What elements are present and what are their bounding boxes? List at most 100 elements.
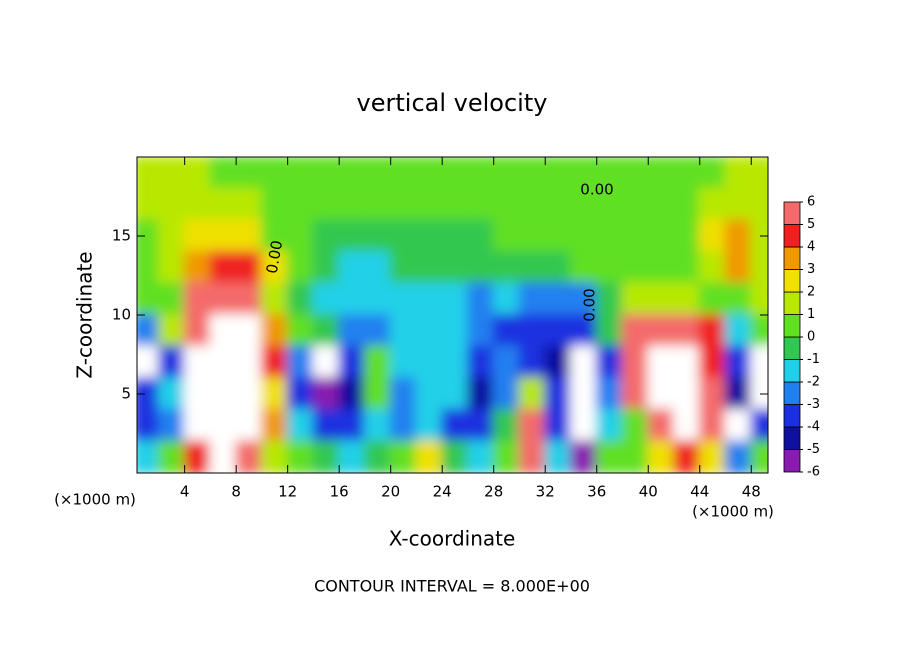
contour-label: 0.00	[581, 288, 599, 321]
field-cell	[698, 219, 727, 253]
field-cell	[466, 219, 495, 253]
field-cell	[260, 282, 289, 316]
field-cell	[492, 219, 521, 253]
field-cell	[492, 157, 521, 190]
field-cell	[544, 187, 572, 222]
field-cell	[363, 250, 392, 285]
field-cell	[286, 345, 315, 380]
field-cell	[363, 408, 392, 443]
colorbar-label: -5	[807, 442, 820, 457]
field-cell	[518, 282, 547, 316]
field-cell	[235, 157, 263, 190]
field-cell	[544, 282, 572, 316]
field-cell	[441, 157, 469, 190]
field-cell	[647, 314, 675, 348]
field-cell	[209, 219, 238, 253]
field-cell	[286, 282, 315, 316]
field-cell	[312, 408, 341, 443]
field-cell	[724, 314, 753, 348]
field-cell	[260, 250, 289, 285]
field-cell	[672, 187, 701, 222]
field-cell	[518, 314, 547, 348]
colorbar-box	[783, 426, 801, 450]
field-cell	[312, 187, 341, 222]
field-cell	[647, 157, 675, 190]
field-cell	[544, 250, 572, 285]
field-cell	[137, 157, 160, 190]
field-cell	[544, 408, 572, 443]
field-cell	[286, 219, 315, 253]
y-tick-label: 5	[121, 385, 131, 403]
field-cell	[209, 408, 238, 443]
field-cell	[286, 377, 315, 411]
field-cell	[312, 440, 341, 473]
colorbar-label: 0	[807, 330, 815, 345]
field-cell	[492, 345, 521, 380]
field-cell	[389, 219, 418, 253]
field-cell	[724, 187, 753, 222]
field-cell	[569, 250, 598, 285]
field-cell	[750, 187, 768, 222]
field-cell	[492, 408, 521, 443]
field-cell	[209, 377, 238, 411]
field-cell	[518, 187, 547, 222]
field-cell	[415, 219, 444, 253]
field-cell	[672, 314, 701, 348]
field-cell	[544, 440, 572, 473]
field-cell	[750, 440, 768, 473]
x-tick-label: 8	[231, 483, 241, 501]
field-cell	[544, 377, 572, 411]
field-cell	[698, 408, 727, 443]
field-cell	[621, 250, 650, 285]
field-cell	[518, 157, 547, 190]
field-cell	[750, 219, 768, 253]
field-cell	[544, 345, 572, 380]
field-cell	[595, 408, 624, 443]
field-cell	[415, 282, 444, 316]
field-cell	[363, 377, 392, 411]
field-cell	[621, 314, 650, 348]
field-cell	[518, 377, 547, 411]
field-cell	[569, 187, 598, 222]
field-cell	[621, 187, 650, 222]
field-cell	[389, 157, 418, 190]
field-cell	[441, 250, 469, 285]
field-cell	[569, 377, 598, 411]
field-cell	[518, 408, 547, 443]
field-cell	[569, 440, 598, 473]
field-cell	[235, 250, 263, 285]
field-cells	[137, 157, 768, 473]
colorbar-box	[783, 359, 801, 383]
field-cell	[647, 345, 675, 380]
field-cell	[621, 282, 650, 316]
field-cell	[260, 157, 289, 190]
colorbar-box	[783, 381, 801, 405]
field-cell	[137, 345, 160, 380]
field-cell	[698, 440, 727, 473]
colorbar-box	[783, 449, 801, 473]
field	[137, 157, 768, 473]
field-cell	[183, 345, 212, 380]
field-cell	[698, 314, 727, 348]
y-tick-label: 10	[112, 306, 131, 324]
field-cell	[183, 377, 212, 411]
field-cell	[338, 345, 366, 380]
field-cell	[312, 377, 341, 411]
x-tick-label: 40	[639, 483, 658, 501]
field-cell	[595, 157, 624, 190]
field-cell	[672, 377, 701, 411]
x-tick-label: 12	[278, 483, 297, 501]
field-cell	[724, 408, 753, 443]
field-cell	[157, 250, 186, 285]
field-cell	[157, 187, 186, 222]
field-cell	[672, 157, 701, 190]
field-cell	[389, 250, 418, 285]
field-cell	[363, 282, 392, 316]
field-cell	[286, 440, 315, 473]
field-cell	[518, 250, 547, 285]
field-cell	[415, 377, 444, 411]
field-cell	[389, 282, 418, 316]
field-cell	[235, 314, 263, 348]
field-cell	[312, 314, 341, 348]
